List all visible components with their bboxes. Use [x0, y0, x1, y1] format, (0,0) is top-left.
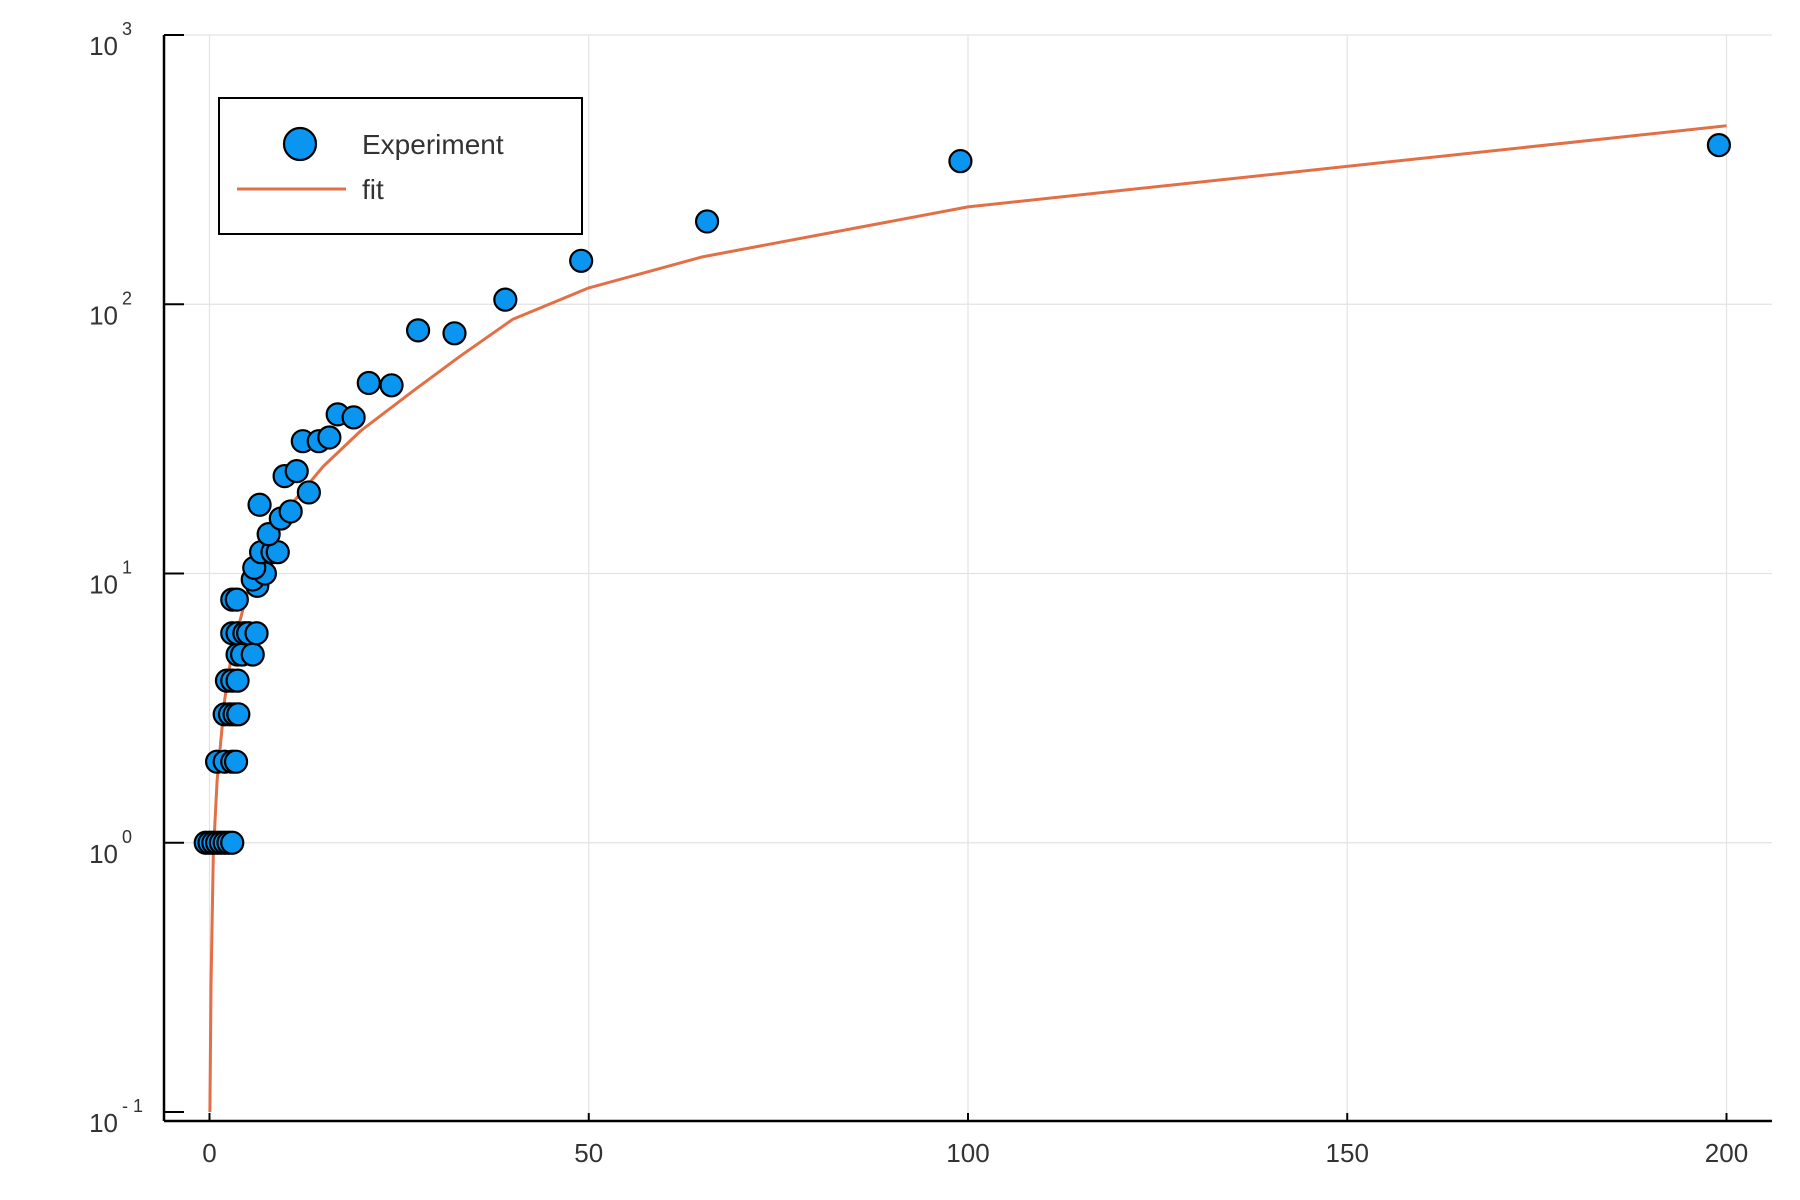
legend-box: [218, 97, 583, 235]
experiment-point: [442, 321, 467, 346]
y-tick-exponent: 2: [122, 288, 132, 308]
experiment-point: [569, 248, 594, 273]
y-tick-exponent: 0: [122, 827, 132, 847]
y-tick-exponent: - 1: [122, 1096, 143, 1116]
experiment-point: [240, 642, 265, 667]
y-tick-label: 10: [89, 570, 118, 600]
y-tick-exponent: 1: [122, 558, 132, 578]
experiment-point: [247, 492, 272, 517]
x-tick-label: 150: [1326, 1138, 1369, 1168]
legend-label-experiment: Experiment: [362, 129, 504, 160]
experiment-point: [379, 373, 404, 398]
experiment-point: [278, 499, 303, 524]
y-tick-label: 10: [89, 31, 118, 61]
experiment-point: [356, 370, 381, 396]
experiment-point: [224, 587, 249, 612]
y-tick-label: 10: [89, 1108, 118, 1138]
y-tick-label: 10: [89, 839, 118, 869]
experiment-point: [694, 209, 720, 234]
legend: Experiment fit: [218, 97, 583, 235]
experiment-point: [317, 425, 342, 450]
experiment-point: [284, 459, 309, 484]
experiment-point: [220, 830, 245, 855]
experiment-point: [256, 522, 281, 547]
x-tick-label: 200: [1705, 1138, 1748, 1168]
experiment-point: [341, 405, 366, 430]
x-tick-label: 50: [574, 1138, 603, 1168]
experiment-point: [244, 621, 269, 646]
x-ticks: 0 50 100 150 200: [202, 1113, 1748, 1168]
legend-marker-experiment: [282, 126, 318, 162]
experiment-point: [405, 318, 431, 343]
experiment-point: [948, 149, 973, 174]
y-tick-exponent: 3: [122, 19, 132, 39]
x-tick-label: 100: [946, 1138, 989, 1168]
experiment-point: [493, 287, 518, 312]
legend-label-fit: fit: [362, 174, 384, 205]
x-tick-label: 0: [202, 1138, 216, 1168]
experiment-point: [226, 702, 251, 727]
experiment-points: [193, 133, 1732, 855]
experiment-point: [1706, 133, 1732, 158]
y-tick-label: 10: [89, 300, 118, 330]
experiment-point: [296, 480, 321, 505]
experiment-point: [225, 668, 250, 693]
experiment-point: [223, 749, 249, 774]
grid: [164, 34, 1772, 1121]
